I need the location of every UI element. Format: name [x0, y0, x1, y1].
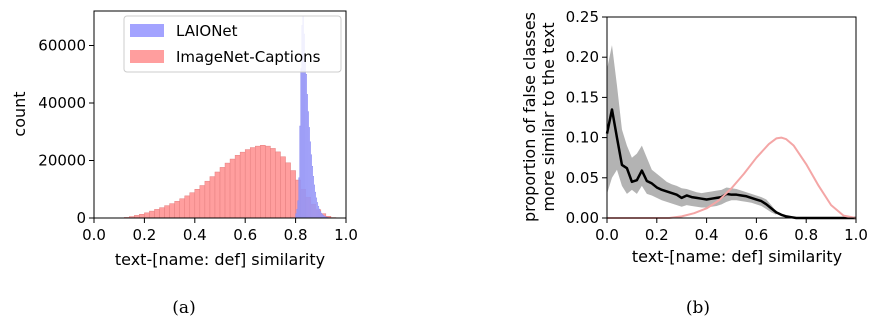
histogram-bar-imagenet-captions	[139, 214, 145, 219]
panel-a-histogram: 0.0 0.2 0.4 0.6 0.8 1.0 0 20000 40000 60000 text…	[10, 10, 358, 318]
histogram-bar-imagenet-captions	[255, 145, 261, 219]
panel-a-frame	[93, 10, 347, 219]
panel-b-confidence-band	[607, 45, 777, 215]
y-tick-label: 0.25	[566, 8, 599, 26]
legend-swatch-imagenet-captions	[130, 50, 164, 63]
histogram-bar-imagenet-captions	[219, 167, 226, 219]
x-tick-label: 0.4	[183, 226, 207, 244]
x-tick-label: 0.0	[82, 226, 106, 244]
histogram-bar-imagenet-captions	[214, 171, 221, 219]
series-line-pink	[607, 136, 857, 219]
x-tick-label: 0.2	[645, 226, 669, 244]
legend-box	[123, 15, 342, 73]
series-line-black	[605, 108, 856, 220]
y-tick-label: 0.15	[566, 88, 599, 106]
histogram-bar-imagenet-captions	[249, 147, 256, 219]
x-tick-label: 0.0	[595, 226, 619, 244]
panel-a-caption: (a)	[172, 298, 195, 318]
legend-swatch-laionet	[130, 24, 164, 37]
panel-a-y-ticks: 0 20000 40000 60000	[38, 37, 94, 227]
x-tick-label: 1.0	[844, 226, 868, 244]
y-tick-label: 0.10	[566, 129, 599, 147]
y-tick-label: 0	[76, 209, 86, 227]
panel-a-y-axis-title: count	[10, 91, 29, 136]
histogram-bar-imagenet-captions	[144, 212, 150, 219]
histogram-bar-imagenet-captions	[275, 151, 281, 219]
legend-label-laionet: LAIONet	[176, 22, 238, 40]
histogram-bar-imagenet-captions	[260, 145, 266, 219]
panel-b-frame	[606, 16, 857, 219]
panel-b-y-ticks: 0.00 0.05 0.10 0.15 0.20 0.25	[566, 8, 607, 227]
panel-b-y-axis-title-line-1: proportion of false classes	[520, 12, 539, 222]
panel-a-x-ticks: 0.0 0.2 0.4 0.6 0.8 1.0	[82, 218, 358, 244]
panel-b-lines	[605, 108, 857, 220]
x-tick-label: 0.8	[284, 226, 308, 244]
x-tick-label: 0.6	[744, 226, 768, 244]
histogram-bar-imagenet-captions	[179, 198, 185, 219]
panel-b-x-ticks: 0.0 0.2 0.4 0.6 0.8 1.0	[595, 218, 868, 244]
histogram-bar-imagenet-captions	[290, 170, 296, 219]
y-tick-label: 0.05	[566, 169, 599, 187]
histogram-bar-imagenet-captions	[280, 156, 286, 219]
y-tick-label: 40000	[38, 94, 86, 112]
histogram-bar-imagenet-captions	[204, 180, 211, 219]
histogram-bar-imagenet-captions	[224, 162, 231, 219]
histogram-bar-imagenet-captions	[285, 162, 291, 219]
histogram-bar-imagenet-captions	[164, 205, 170, 219]
histogram-bar-imagenet-captions	[194, 189, 201, 219]
x-tick-label: 1.0	[334, 226, 358, 244]
y-tick-label: 0.20	[566, 48, 599, 66]
histogram-bar-imagenet-captions	[244, 149, 251, 219]
x-tick-label: 0.6	[233, 226, 257, 244]
histogram-bar-imagenet-captions	[229, 158, 236, 219]
y-tick-label: 60000	[38, 37, 86, 55]
legend-label-imagenet-captions: ImageNet-Captions	[176, 48, 321, 66]
histogram-bar-imagenet-captions	[209, 176, 216, 219]
x-tick-label: 0.2	[132, 226, 156, 244]
panel-b-x-axis-title: text-[name: def] similarity	[632, 247, 842, 266]
histogram-bar-imagenet-captions	[265, 145, 271, 219]
histogram-bar-imagenet-captions	[149, 210, 155, 219]
histogram-bar-imagenet-captions	[199, 185, 206, 219]
histogram-bar-imagenet-captions	[174, 201, 180, 219]
x-tick-label: 0.8	[794, 226, 818, 244]
panel-b-caption: (b)	[686, 298, 710, 318]
panel-b-y-axis-title-line-2: more similar to the text	[539, 22, 558, 211]
histogram-bar-imagenet-captions	[239, 151, 246, 219]
histogram-bar-imagenet-captions	[159, 207, 165, 219]
histogram-bar-imagenet-captions	[184, 195, 191, 219]
y-tick-label: 0.00	[566, 209, 599, 227]
panel-a-x-axis-title: text-[name: def] similarity	[115, 250, 325, 269]
x-tick-label: 0.4	[695, 226, 719, 244]
panel-b-line-chart: 0.0 0.2 0.4 0.6 0.8 1.0 0.000.050.100.150.200…	[520, 8, 868, 318]
histogram-bar-imagenet-captions	[270, 148, 276, 219]
histogram-bar-imagenet-captions	[189, 192, 196, 219]
histogram-bar-imagenet-captions	[154, 209, 160, 219]
panel-a-legend: LAIONet ImageNet-Captions	[123, 15, 342, 73]
histogram-bar-imagenet-captions	[234, 155, 241, 219]
histogram-bar-imagenet-captions	[169, 203, 175, 219]
y-tick-label: 20000	[38, 152, 86, 170]
